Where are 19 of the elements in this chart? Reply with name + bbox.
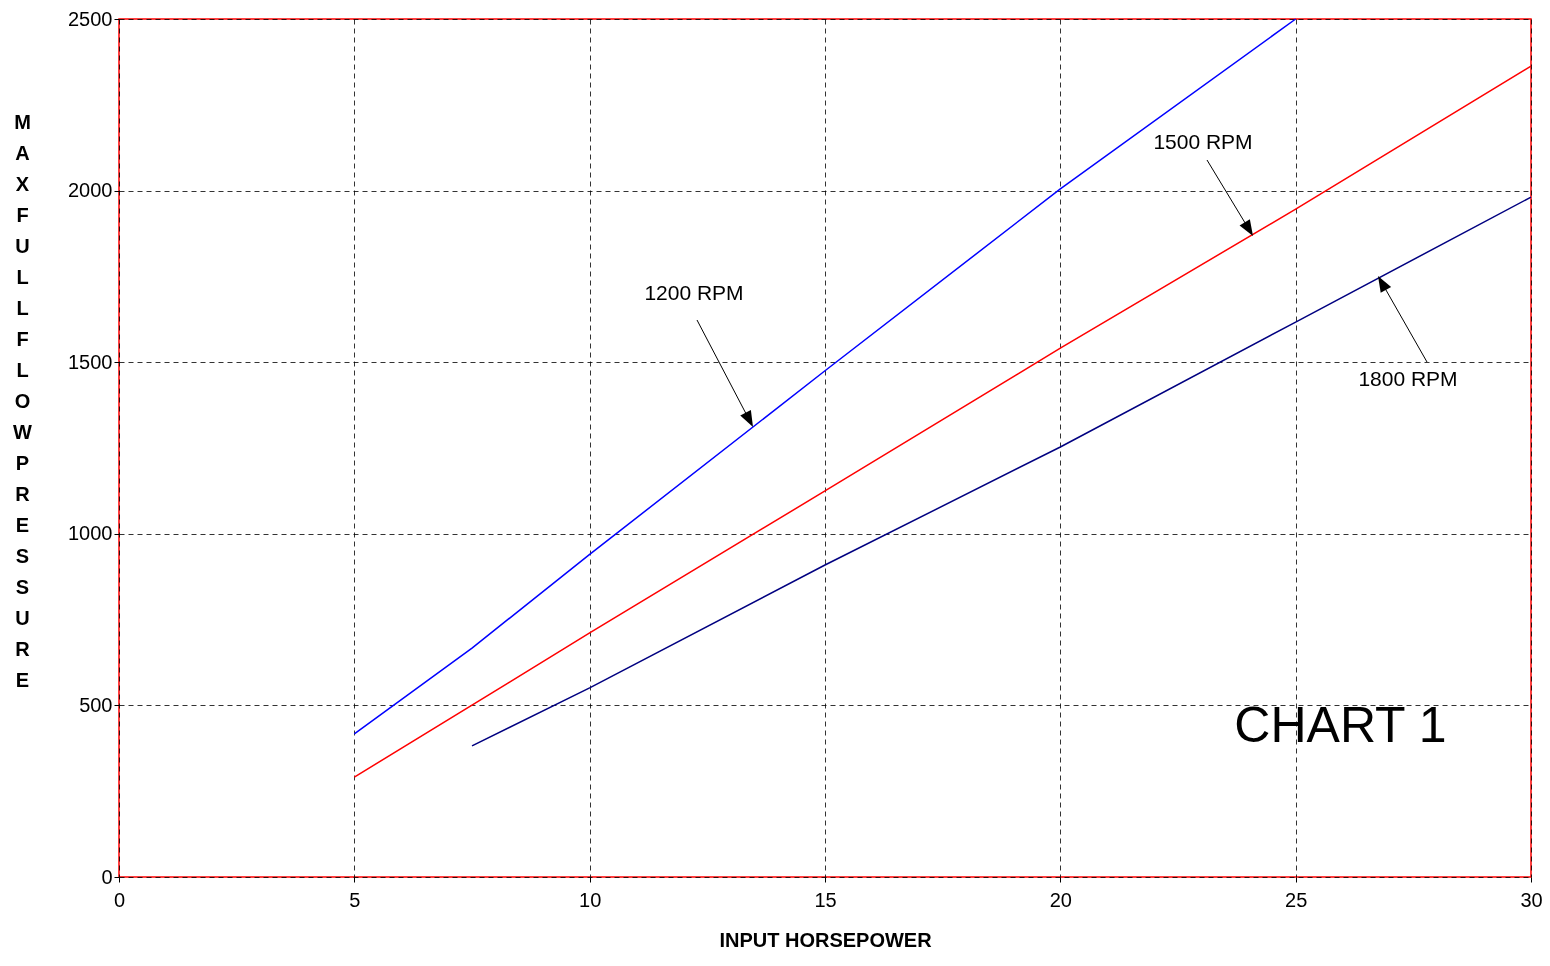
x-tick-label: 5 (349, 888, 361, 911)
x-tick-label: 30 (1520, 888, 1543, 911)
y-tick-label: 500 (79, 693, 113, 716)
annotation: CHART 1 (1234, 696, 1447, 753)
x-tick-label: 20 (1049, 888, 1072, 911)
y-tick-label: 0 (101, 865, 113, 888)
x-axis-title: INPUT HORSEPOWER (719, 928, 933, 951)
annotation: 1500 RPM (1153, 130, 1253, 153)
y-tick-label: 1500 (68, 350, 113, 373)
annotation: 1800 RPM (1358, 367, 1458, 390)
y-tick-label: 2500 (68, 7, 113, 30)
annotation: 1200 RPM (644, 281, 744, 304)
y-tick-label: 2000 (68, 179, 113, 202)
x-tick-label: 10 (579, 888, 602, 911)
line-series (471, 196, 1532, 747)
text: MAX FULL FLOW PRESSURE (13, 110, 32, 691)
x-tick-label: 15 (814, 888, 837, 911)
y-tick-label: 1000 (68, 522, 113, 545)
x-tick-label: 25 (1285, 888, 1308, 911)
